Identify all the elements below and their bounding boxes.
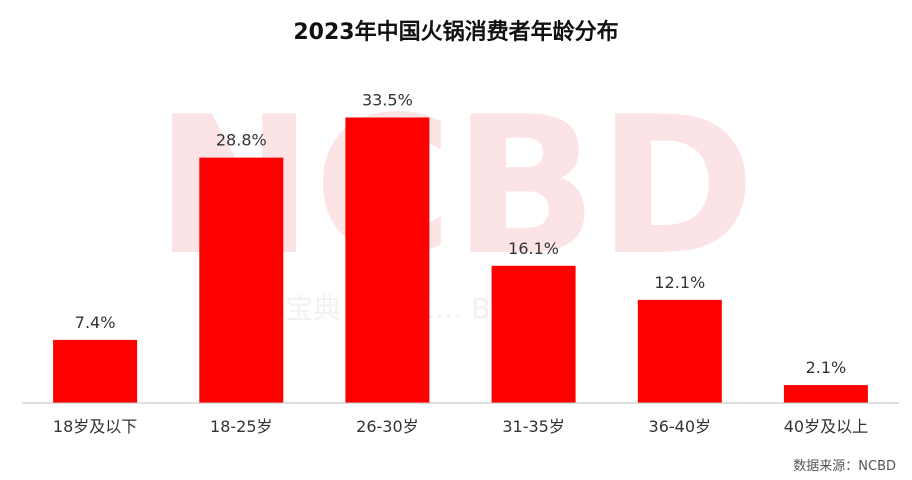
x-tick-labels: 18岁及以下 18-25岁 26-30岁 31-35岁 36-40岁 40岁及以上: [53, 417, 868, 436]
x-tick-label-3: 31-35岁: [502, 417, 565, 436]
chart-title: 2023年中国火锅消费者年龄分布: [293, 20, 619, 45]
x-tick-label-1: 18-25岁: [210, 417, 273, 436]
data-label-3: 16.1%: [508, 239, 559, 258]
x-tick-label-0: 18岁及以下: [53, 417, 137, 436]
bar-0: [53, 339, 138, 403]
bar-4: [637, 299, 722, 403]
bar-2: [345, 117, 430, 403]
data-label-5: 2.1%: [806, 358, 847, 377]
data-label-1: 28.8%: [216, 131, 267, 150]
x-tick-label-4: 36-40岁: [649, 417, 712, 436]
data-label-0: 7.4%: [75, 313, 116, 332]
bar-5: [783, 385, 868, 403]
x-tick-label-5: 40岁及以上: [784, 417, 868, 436]
data-label-2: 33.5%: [362, 91, 413, 110]
bar-3: [491, 265, 576, 403]
data-label-4: 12.1%: [654, 273, 705, 292]
bars-group: 7.4% 28.8% 33.5% 16.1% 12.1% 2.1%: [53, 91, 868, 403]
x-tick-label-2: 26-30岁: [356, 417, 419, 436]
source-note: 数据来源：NCBD: [793, 459, 896, 474]
bar-1: [199, 157, 284, 403]
